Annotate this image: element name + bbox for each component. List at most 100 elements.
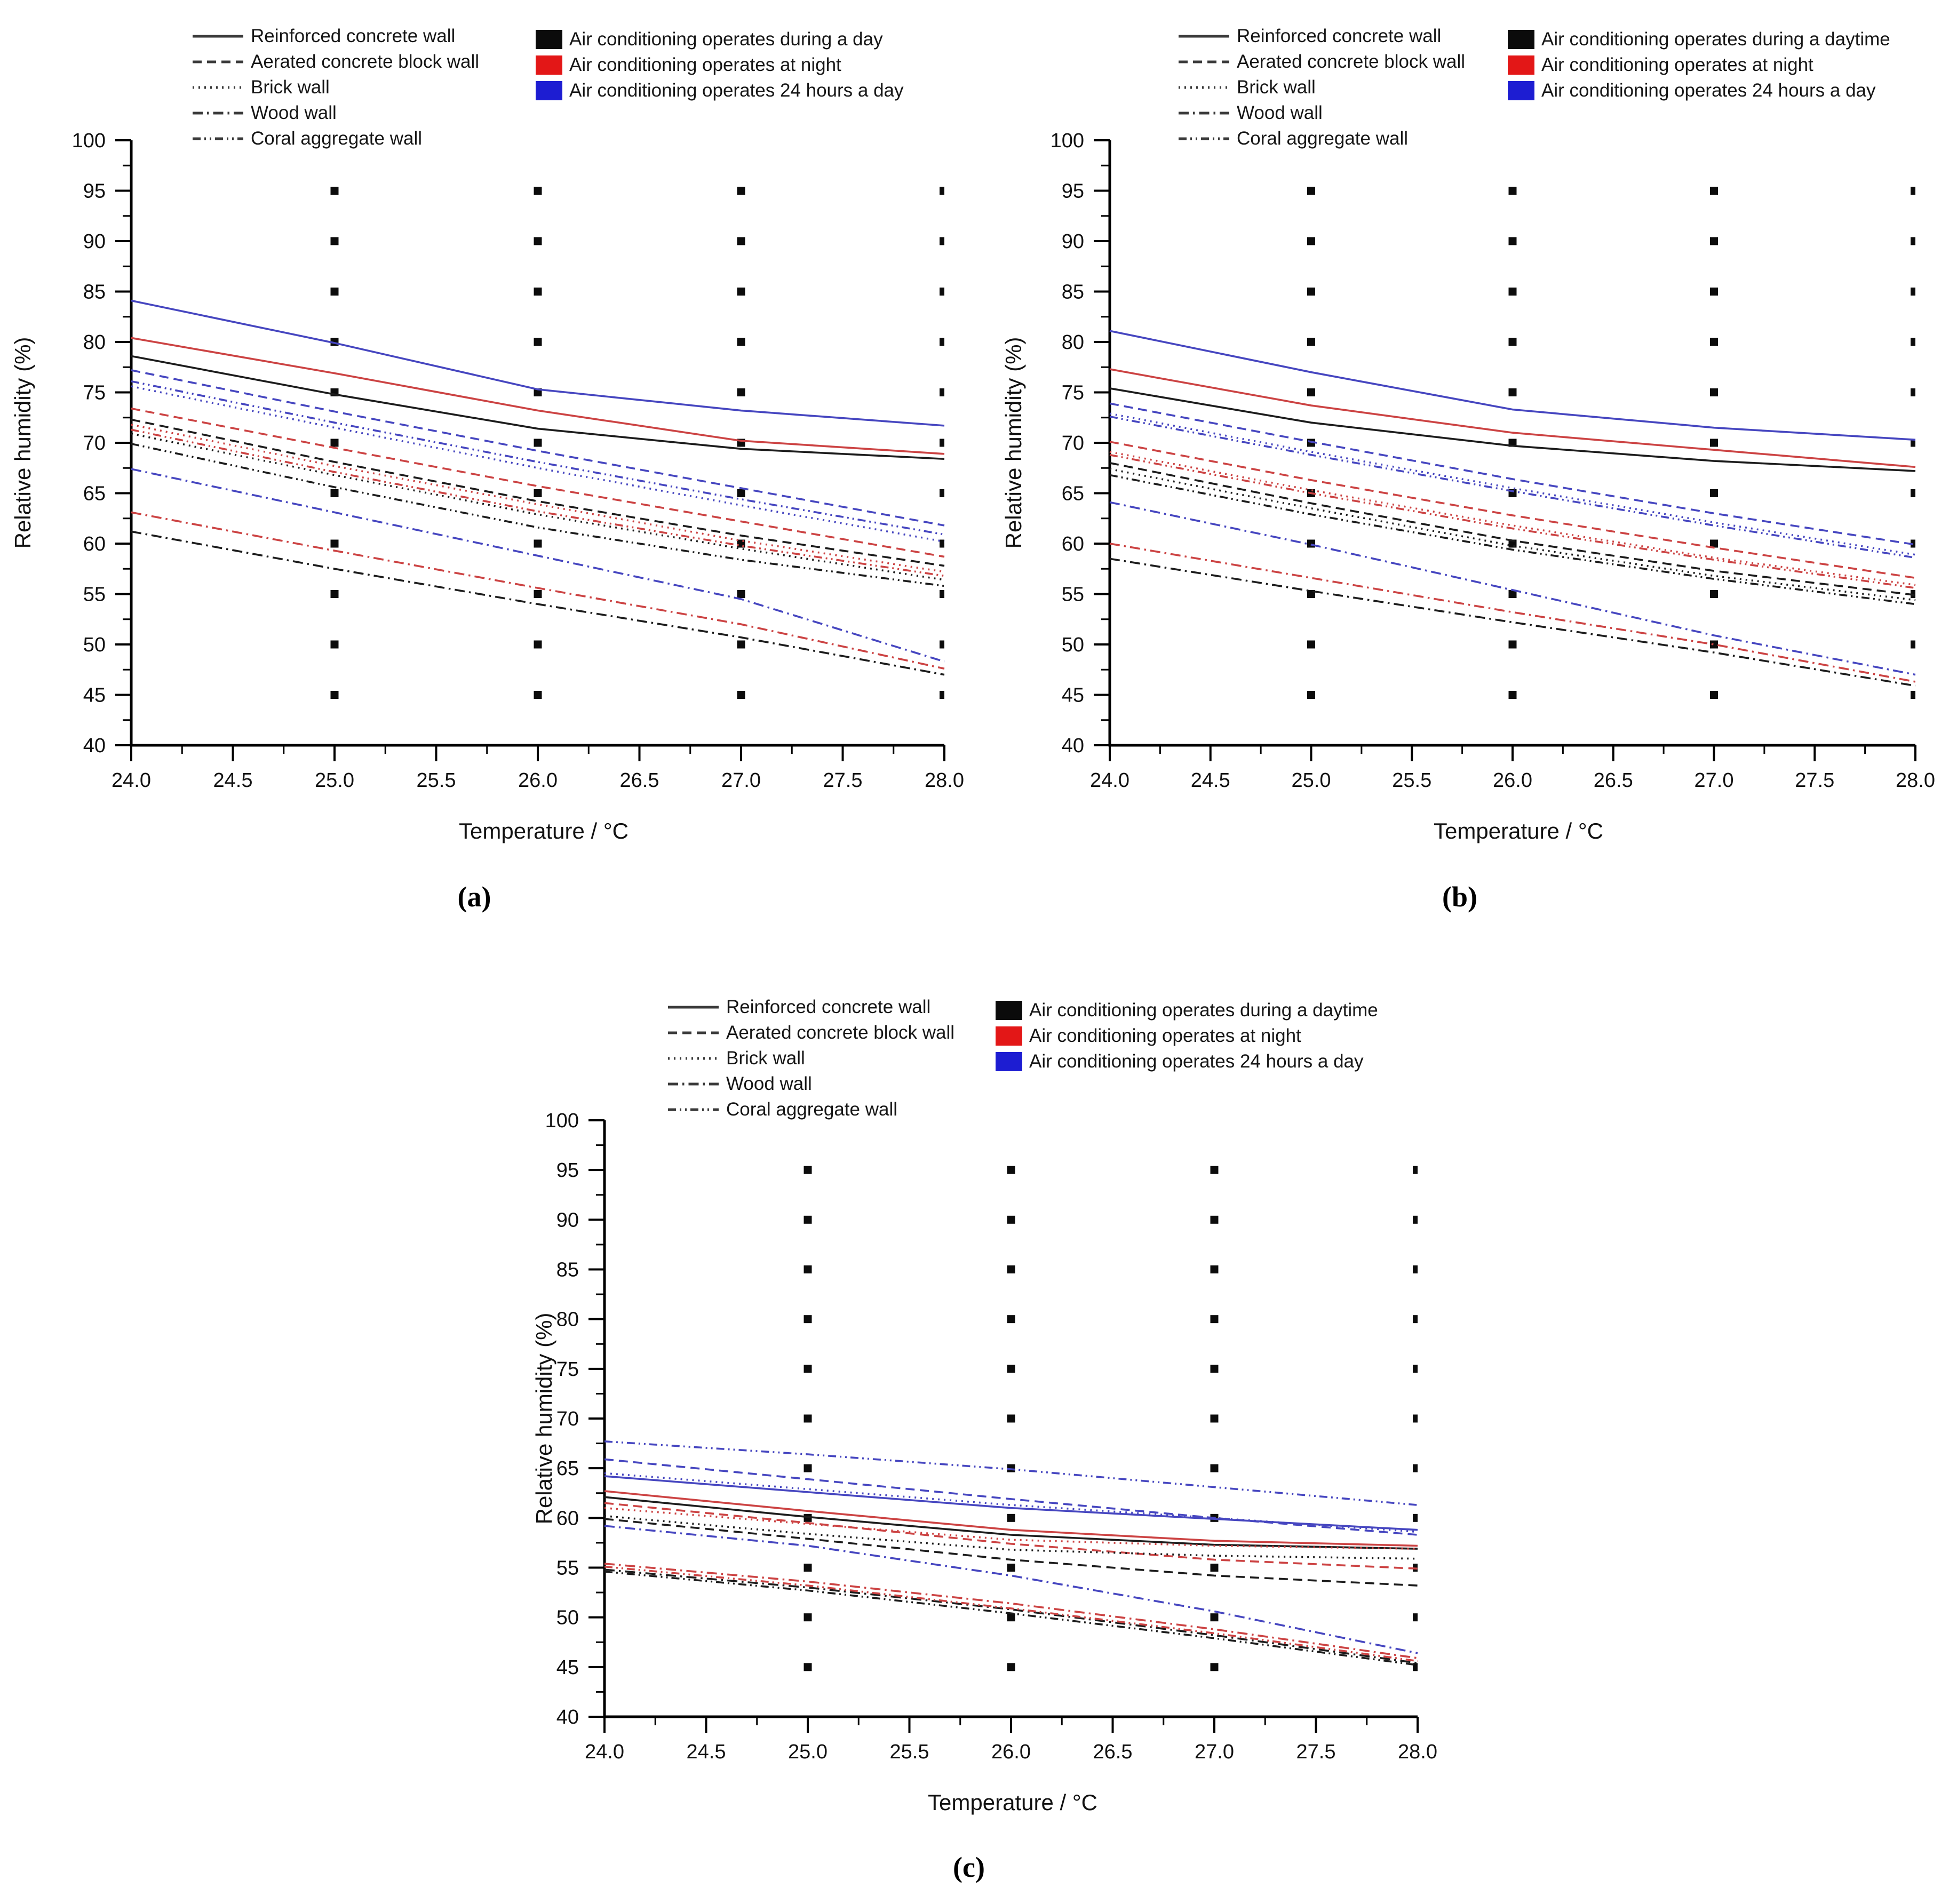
legend-wall-label: Brick wall [726, 1048, 805, 1069]
grid-marker-square [1413, 1315, 1418, 1324]
x-tick-label: 25.5 [890, 1741, 929, 1763]
grid-marker-square [1710, 489, 1718, 497]
series-line-dash-dot-night [604, 1563, 1418, 1659]
x-axis-ticks: 24.0 24.5 25.0 25.5 26.0 26.5 27.0 27.5 28.0 [112, 745, 964, 792]
legend-wall-item: Wood wall [667, 1071, 954, 1097]
y-tick-label: 95 [83, 180, 106, 203]
legend-wall-label: Aerated concrete block wall [726, 1022, 954, 1043]
grid-marker-square [1307, 640, 1315, 649]
y-axis-ticks: 40 45 50 55 60 65 70 75 80 85 90 95 100 [1051, 130, 1110, 757]
series-line-dash-dot-dot-day [604, 1571, 1418, 1666]
series-line-dotted-night [604, 1507, 1418, 1550]
legend-color-swatch-h24-icon [536, 81, 562, 100]
legend-wall-item: Aerated concrete block wall [192, 49, 479, 75]
x-tick-label: 27.0 [1195, 1741, 1234, 1763]
series-line-dash-dot-dot-night [131, 428, 945, 577]
grid-marker-square [534, 187, 542, 195]
x-tick-label: 26.5 [620, 769, 659, 792]
y-axis-title: Relative humidity (%) [1001, 337, 1026, 549]
series-line-dashed-h24 [1109, 402, 1916, 546]
grid-marker-square [804, 1315, 812, 1324]
grid-marker-square [1007, 1513, 1015, 1522]
x-tick-label: 26.5 [1093, 1741, 1133, 1763]
legend-wall-item: Coral aggregate wall [192, 126, 479, 152]
grid-marker-square [1210, 1564, 1219, 1572]
y-tick-label: 80 [83, 331, 106, 354]
grid-marker-square [1413, 1663, 1418, 1671]
grid-marker-square [534, 691, 542, 699]
legend-wall-item: Reinforced concrete wall [667, 994, 954, 1020]
grid-marker-square [737, 237, 745, 245]
legend-line-sample-dashed-icon [668, 1031, 719, 1034]
grid-marker-square [330, 539, 339, 548]
x-tick-label: 24.0 [1090, 769, 1129, 792]
y-tick-label: 50 [1062, 634, 1084, 656]
grid-marker-square [1007, 1564, 1015, 1572]
legend-mode-label: Air conditioning operates at night [569, 54, 841, 75]
grid-marker-square [1911, 439, 1915, 447]
x-axis-ticks: 24.0 24.5 25.0 25.5 26.0 26.5 27.0 27.5 28.0 [585, 1717, 1437, 1763]
legend-wall-label: Wood wall [1237, 102, 1323, 123]
legend-line-sample-dash-dot-dot-icon [668, 1108, 719, 1111]
legend-line-sample-dash-dot-dot-icon [193, 137, 243, 140]
grid-marker-square [1508, 187, 1517, 195]
legend-wall-label: Coral aggregate wall [251, 128, 423, 149]
legend-wall-item: Reinforced concrete wall [192, 23, 479, 49]
series-line-solid-h24 [1109, 330, 1916, 441]
x-tick-label: 24.5 [213, 769, 253, 792]
y-axis-ticks: 40 45 50 55 60 65 70 75 80 85 90 95 100 [72, 130, 131, 757]
x-tick-label: 27.0 [1695, 769, 1734, 792]
series-line-dash-dot-day [604, 1568, 1418, 1664]
legend-line-sample-solid-icon [1179, 35, 1229, 38]
legend-mode-label: Air conditioning operates 24 hours a day [569, 80, 904, 101]
series-line-solid-day [131, 355, 945, 460]
legend-mode-label: Air conditioning operates at night [1541, 54, 1813, 75]
grid-marker-square [330, 288, 339, 296]
grid-marker-square [1911, 640, 1915, 649]
grid-marker-square [1710, 388, 1718, 396]
grid-marker-square [1508, 237, 1517, 245]
legend-wall-item: Brick wall [667, 1046, 954, 1071]
grid-marker-square [737, 691, 745, 699]
series-line-dotted-h24 [1109, 412, 1916, 556]
grid-marker-square [1307, 691, 1315, 699]
y-tick-label: 90 [1062, 230, 1084, 253]
grid-marker-square [534, 288, 542, 296]
grid-marker-square [737, 187, 745, 195]
grid-marker-square [1710, 237, 1718, 245]
legend-color-swatch-h24-icon [1508, 81, 1534, 100]
x-tick-label: 25.0 [788, 1741, 828, 1763]
y-tick-label: 100 [1051, 130, 1084, 152]
grid-marker-square [1007, 1265, 1015, 1273]
x-tick-label: 26.0 [991, 1741, 1031, 1763]
grid-marker-square [534, 640, 542, 649]
grid-marker-square [330, 187, 339, 195]
legend-color-swatch-day-icon [1508, 30, 1534, 49]
grid-marker-square [804, 1564, 812, 1572]
series-line-dash-dot-day [131, 530, 945, 676]
x-tick-label: 26.5 [1594, 769, 1633, 792]
grid-marker-square [1307, 187, 1315, 195]
chart-c-legend-walls: Reinforced concrete wall Aerated concrete… [667, 994, 954, 1122]
grid-marker-square [534, 539, 542, 548]
legend-mode-label: Air conditioning operates at night [1029, 1025, 1301, 1046]
legend-wall-item: Reinforced concrete wall [1178, 23, 1465, 49]
grid-marker-square [1007, 1663, 1015, 1671]
legend-wall-label: Brick wall [1237, 77, 1316, 98]
x-tick-label: 24.5 [687, 1741, 726, 1763]
series-line-dashed-night [131, 407, 945, 558]
y-tick-label: 60 [1062, 533, 1084, 555]
y-tick-label: 85 [556, 1259, 579, 1281]
x-tick-label: 25.0 [315, 769, 354, 792]
grid-marker-square [1508, 338, 1517, 346]
grid-marker-square [940, 489, 944, 497]
series-line-solid-night [604, 1490, 1418, 1547]
series-line-dash-dot-dot-h24 [604, 1440, 1418, 1506]
legend-line-sample-solid-icon [193, 35, 243, 38]
grid-marker-square [1210, 1464, 1219, 1472]
x-tick-label: 26.0 [518, 769, 558, 792]
legend-wall-label: Wood wall [251, 102, 337, 123]
grid-marker-square [1413, 1365, 1418, 1373]
